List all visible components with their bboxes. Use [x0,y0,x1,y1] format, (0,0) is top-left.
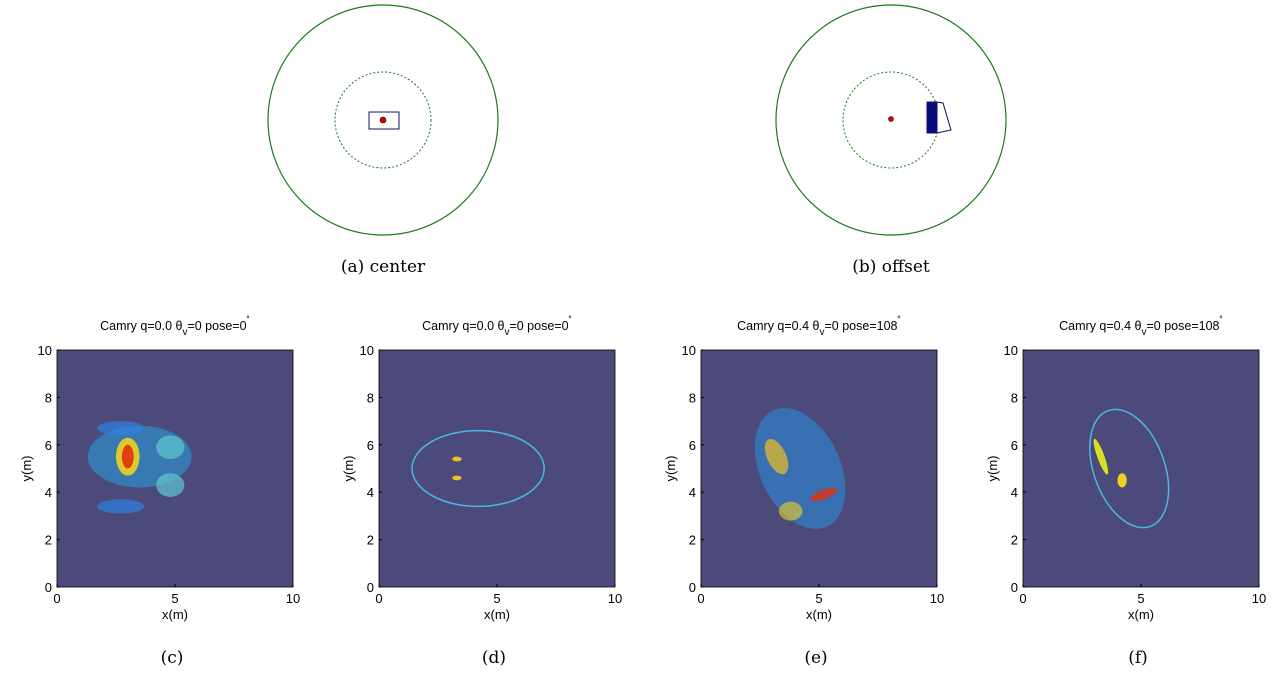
vehicle-box [927,102,937,133]
heatmap-panel: 0 5 10 0 2 4 6 8 10 x(m) y(m) Camry q=0.0 θv=0 pose… [341,315,622,668]
title-part: Camry q=0.4 θ [1059,319,1141,333]
y-tick-label: 2 [367,533,374,548]
caption: (f) [1128,648,1148,668]
sensor [889,117,894,122]
y-tick-label: 0 [45,580,52,595]
x-tick-label: 10 [286,591,300,606]
y-tick-label: 0 [1011,580,1018,595]
y-tick-label: 6 [45,438,52,453]
panel-title: Camry q=0.4 θv=0 pose=108˚ [1059,315,1223,338]
title-part: =0 pose=108 [825,319,898,333]
x-tick-label: 10 [1252,591,1266,606]
y-axis-label: y(m) [663,456,678,482]
caption: (e) [804,648,827,668]
heatmap-panel: 0 5 10 0 2 4 6 8 10 x(m) y(m) Camry q=0.4 θv=0 pose… [985,315,1266,668]
title-part: ˚ [569,315,572,327]
title-part: ˚ [247,315,250,327]
panel-title: Camry q=0.0 θv=0 pose=0˚ [422,315,572,338]
caption: (b) offset [852,257,930,277]
x-axis-label: x(m) [806,607,832,622]
panel-title: Camry q=0.0 θv=0 pose=0˚ [100,315,250,338]
title-part: ˚ [898,315,901,327]
y-axis-label: y(m) [985,456,1000,482]
x-tick-label: 5 [493,591,500,606]
y-tick-label: 10 [360,343,374,358]
x-tick-label: 5 [171,591,178,606]
y-tick-label: 2 [689,533,696,548]
y-tick-label: 6 [689,438,696,453]
diagram-center: (a) center [268,5,498,277]
x-tick-label: 5 [815,591,822,606]
heatmap-panel: 0 5 10 0 2 4 6 8 10 x(m) y(m) Camry q=0.4 θv=0 pose… [663,315,944,668]
y-tick-label: 4 [367,485,374,500]
title-part: Camry q=0.4 θ [737,319,819,333]
caption: (c) [161,648,184,668]
y-tick-label: 8 [45,390,52,405]
diagram-offset: (b) offset [776,5,1006,277]
x-tick-label: 10 [608,591,622,606]
sensor [380,117,386,123]
figure: (a) center (b) offset 0 5 10 0 2 4 6 8 10 x(m) y(m… [0,0,1273,673]
x-axis-label: x(m) [1128,607,1154,622]
title-part: =0 pose=108 [1147,319,1220,333]
y-tick-label: 10 [38,343,52,358]
heatmap-blob [156,435,184,459]
title-part: ˚ [1220,315,1223,327]
y-tick-label: 2 [45,533,52,548]
heatmap-blob [452,457,461,462]
title-part: =0 pose=0 [187,319,246,333]
caption: (a) center [341,257,426,277]
title-part: =0 pose=0 [509,319,568,333]
y-tick-label: 0 [689,580,696,595]
y-tick-label: 2 [1011,533,1018,548]
y-tick-label: 4 [689,485,696,500]
heatmap-blob [452,476,461,481]
y-tick-label: 8 [1011,390,1018,405]
x-axis-label: x(m) [162,607,188,622]
y-tick-label: 8 [367,390,374,405]
y-tick-label: 10 [682,343,696,358]
y-axis-label: y(m) [341,456,356,482]
title-part: Camry q=0.0 θ [100,319,182,333]
heatmap-blob [1117,473,1126,487]
vehicle-shadow [937,102,951,133]
x-tick-label: 10 [930,591,944,606]
heatmap-panel: 0 5 10 0 2 4 6 8 10 x(m) y(m) Camry q=0.0 θv=0 pose… [19,315,300,668]
y-tick-label: 8 [689,390,696,405]
heatmap-blob [156,473,184,497]
x-tick-label: 0 [375,591,382,606]
heatmap-blob [97,421,144,435]
heatmap-blob [122,445,134,469]
x-tick-label: 0 [53,591,60,606]
x-tick-label: 5 [1137,591,1144,606]
x-axis-label: x(m) [484,607,510,622]
caption: (d) [482,648,506,668]
y-axis-label: y(m) [19,456,34,482]
y-tick-label: 10 [1004,343,1018,358]
y-tick-label: 6 [1011,438,1018,453]
y-tick-label: 6 [367,438,374,453]
y-tick-label: 0 [367,580,374,595]
y-tick-label: 4 [1011,485,1018,500]
x-tick-label: 0 [697,591,704,606]
heatmap-blob [97,499,144,513]
title-part: Camry q=0.0 θ [422,319,504,333]
panel-title: Camry q=0.4 θv=0 pose=108˚ [737,315,901,338]
heatmap-blob [779,502,803,521]
x-tick-label: 0 [1019,591,1026,606]
y-tick-label: 4 [45,485,52,500]
heatmap-background [1023,350,1259,587]
heatmap-background [379,350,615,587]
